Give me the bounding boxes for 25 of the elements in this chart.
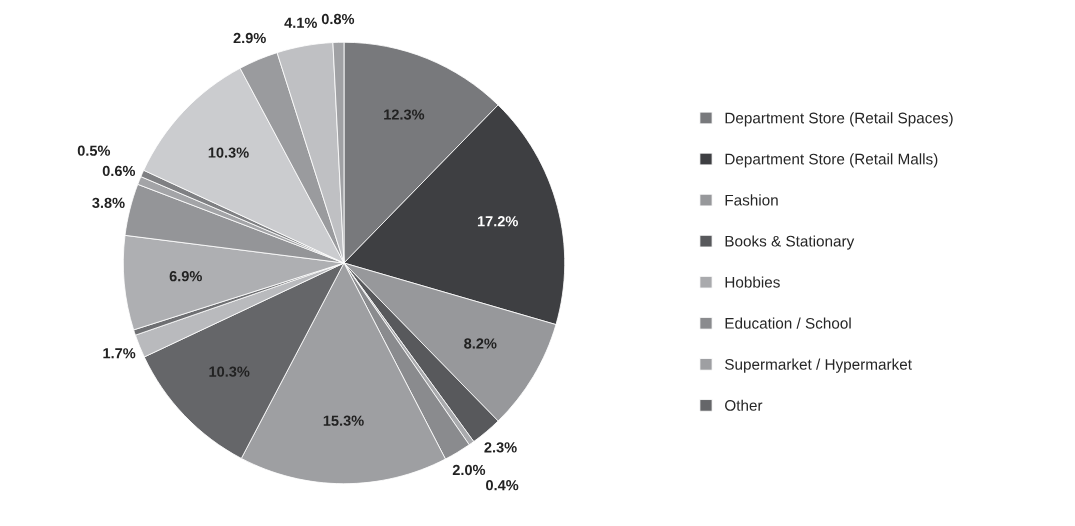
data-label: 12.3% <box>384 109 425 120</box>
data-label: 2.0% <box>452 464 486 476</box>
legend-label: Education / School <box>725 317 851 329</box>
data-label: 1.7% <box>103 348 136 359</box>
legend-label: Fashion <box>725 194 778 206</box>
data-label: 0.4% <box>486 480 519 491</box>
data-label: 17.2% <box>477 216 518 227</box>
data-label: 15.3% <box>323 415 364 426</box>
data-label: 0.5% <box>77 145 111 156</box>
legend-label: Other <box>725 399 763 411</box>
legend-label: Supermarket / Hypermarket <box>725 358 912 373</box>
data-label: 10.3% <box>208 147 249 158</box>
data-label: 2.3% <box>484 442 517 453</box>
data-label: 3.8% <box>92 197 125 209</box>
data-label: 2.9% <box>233 32 266 44</box>
data-label: 6.9% <box>169 271 202 282</box>
data-label: 0.8% <box>321 13 355 25</box>
legend-label: Department Store (Retail Malls) <box>725 153 938 168</box>
legend-label: Department Store (Retail Spaces) <box>725 112 953 127</box>
data-label: 4.1% <box>284 17 317 28</box>
legend-label: Hobbies <box>725 276 780 288</box>
data-label: 8.2% <box>464 338 497 349</box>
data-label: 10.3% <box>209 366 250 377</box>
legend-label: Books & Stationary <box>725 235 855 250</box>
data-label: 0.6% <box>102 165 136 177</box>
